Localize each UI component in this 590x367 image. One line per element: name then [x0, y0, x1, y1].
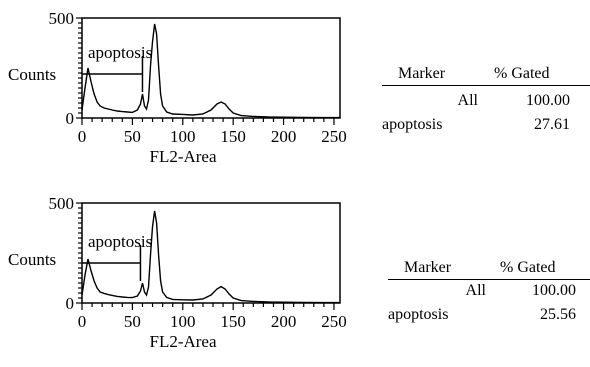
y-axis-label: Counts: [8, 65, 56, 84]
y-axis-label: Counts: [8, 250, 56, 269]
x-tick-label: 150: [220, 312, 246, 331]
marker-label: apoptosis: [88, 43, 152, 62]
x-tick-label: 100: [170, 312, 196, 331]
stats-row-all-marker: All: [457, 92, 478, 109]
x-tick-label: 200: [271, 312, 297, 331]
x-tick-label: 50: [124, 127, 141, 146]
stats-header-gated: % Gated: [494, 65, 550, 82]
x-tick-label: 200: [271, 127, 297, 146]
x-axis-label: FL2-Area: [149, 147, 216, 166]
histogram-bottom: 0 50 100 150 200 250 0 500 Counts FL2-Area apoptos…: [8, 194, 347, 351]
x-tick-label: 250: [321, 312, 347, 331]
x-axis-label: FL2-Area: [149, 332, 216, 351]
stats-table-top: Marker % Gated All 100.00 apoptosis 27.6…: [382, 66, 590, 136]
plot-frame: [81, 17, 341, 119]
stats-row-apoptosis-gated: 27.61: [534, 116, 570, 133]
marker-label: apoptosis: [88, 232, 152, 251]
stats-header-gated: % Gated: [500, 259, 556, 276]
stats-row-all-gated: 100.00: [532, 282, 576, 299]
y-tick-label: 0: [66, 294, 75, 313]
stats-header-rule: [388, 279, 590, 280]
x-tick-label: 150: [220, 127, 246, 146]
x-tick-label: 50: [124, 312, 141, 331]
stats-row-apoptosis-marker: apoptosis: [382, 116, 443, 133]
x-tick-label: 0: [78, 312, 87, 331]
histogram-series-0: [81, 210, 340, 304]
y-tick-label: 500: [49, 194, 75, 213]
x-tick-label: 0: [78, 127, 87, 146]
stats-row-all-gated: 100.00: [526, 92, 570, 109]
x-tick-label: 250: [321, 127, 347, 146]
y-tick-label: 0: [66, 109, 75, 128]
stats-row-apoptosis-gated: 25.56: [540, 306, 576, 323]
histogram-series-0: [81, 23, 340, 119]
x-tick-label: 100: [170, 127, 196, 146]
stats-table-bottom: Marker % Gated All 100.00 apoptosis 25.5…: [388, 260, 590, 330]
stats-row-apoptosis-marker: apoptosis: [388, 306, 449, 323]
stats-header-marker: Marker: [398, 65, 446, 82]
stats-header-rule: [382, 85, 590, 86]
plot-frame: [81, 202, 341, 304]
histogram-top: 0 50 100 150 200 250 0 500 Counts FL2-Area apoptos…: [8, 9, 347, 166]
y-tick-label: 500: [49, 9, 75, 28]
stats-header-marker: Marker: [404, 259, 452, 276]
stats-row-all-marker: All: [465, 282, 486, 299]
